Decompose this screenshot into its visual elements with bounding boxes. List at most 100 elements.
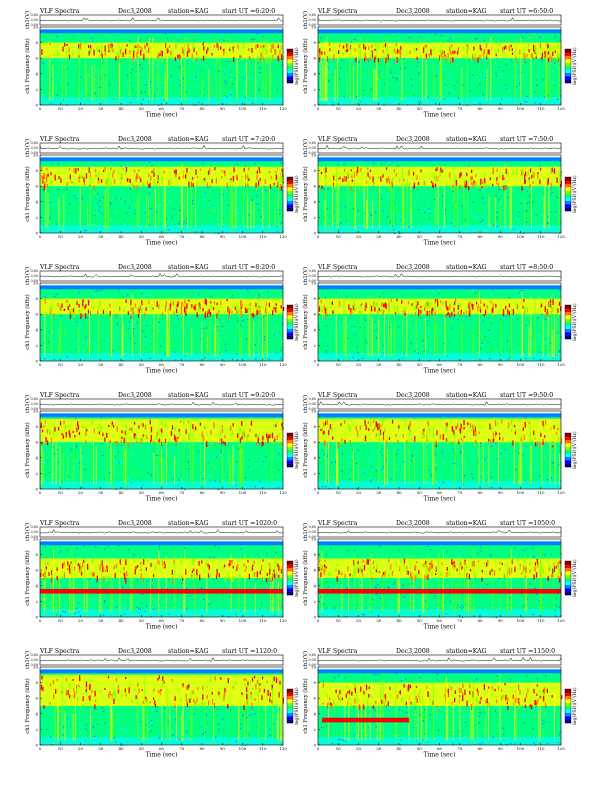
spectrogram-cell	[483, 217, 485, 219]
spectrogram-cell	[97, 467, 99, 469]
spectrogram-cell	[192, 67, 194, 69]
spectrogram-cell	[528, 178, 530, 184]
spectrogram-cell	[321, 308, 323, 312]
spectrogram-cell	[149, 207, 151, 209]
spectrogram-cell	[538, 357, 540, 359]
spectrogram-cell	[389, 318, 391, 320]
spectrogram-cell	[180, 76, 182, 78]
spectrogram-cell	[192, 56, 194, 63]
spectrogram-cell	[532, 201, 534, 203]
spectrogram-cell	[251, 48, 253, 54]
spectrogram-cell	[387, 66, 389, 68]
spectrogram-cell	[415, 48, 418, 51]
spectrogram-cell	[542, 226, 544, 228]
y-tick-label: 4	[313, 327, 316, 332]
spectrogram-cell	[400, 76, 402, 78]
spectrogram-cell	[439, 333, 441, 335]
spectrogram-cell	[192, 43, 194, 49]
sferic-streak	[345, 315, 347, 358]
spectrogram-cell	[175, 174, 177, 178]
spectrogram-cell	[186, 167, 188, 173]
spectrogram-cell	[151, 165, 153, 167]
x-tick-label: 100	[517, 106, 525, 111]
spectrogram-cell	[557, 98, 559, 100]
spectrogram-cell	[560, 221, 562, 223]
spectrogram-cell	[183, 230, 185, 233]
spectrogram-cell	[272, 43, 274, 49]
spectrogram-cell	[547, 95, 549, 97]
spectrogram-cell	[151, 170, 153, 174]
spectrogram-cell	[234, 192, 236, 194]
spectrogram-cell	[40, 71, 42, 73]
spectrogram-cell	[153, 193, 155, 196]
spectrogram-cell	[365, 64, 367, 66]
sferic-streak	[388, 298, 389, 358]
spectrogram-cell	[87, 299, 90, 306]
spectrogram-cell	[208, 205, 211, 207]
spectrogram-cell	[50, 172, 52, 176]
spectrogram-cell	[120, 201, 122, 203]
spectrogram-cell	[129, 207, 131, 209]
spectrogram-cell	[340, 220, 342, 222]
sferic-streak	[87, 200, 88, 230]
spectrogram-cell	[540, 215, 542, 217]
spectrogram-panel-2: VLF Spectra Dec3,2008 station=KAG start UT …	[302, 8, 578, 119]
spectrogram-cell	[149, 192, 151, 194]
sferic-streak	[274, 194, 276, 230]
colorbar-segment	[565, 79, 571, 84]
spectrogram-cell	[266, 57, 268, 63]
spectrogram-cell	[40, 67, 42, 69]
spectrogram-cell	[74, 85, 76, 87]
spectrogram-cell	[163, 165, 165, 167]
spectrogram-cell	[356, 197, 359, 199]
spectrogram-cell	[214, 207, 216, 209]
spectrogram-cell	[211, 207, 213, 209]
spectrogram-cell	[518, 222, 520, 224]
spectrogram-cell	[88, 73, 90, 75]
spectrogram-cell	[333, 54, 335, 61]
spectrogram-cell	[141, 185, 143, 187]
spectrogram-cell	[61, 464, 63, 466]
spectrogram-cell	[387, 64, 389, 66]
spectrogram-cell	[171, 359, 173, 361]
spectrogram-cell	[117, 319, 119, 321]
spectrogram-cell	[428, 218, 430, 220]
spectrogram-cell	[77, 168, 79, 171]
sferic-streak	[552, 329, 554, 358]
spectrogram-cell	[95, 290, 97, 292]
spectrogram-cell	[176, 308, 178, 314]
spectrogram-cell	[442, 200, 444, 202]
spectrogram-cell	[492, 313, 494, 315]
spectrogram-cell	[185, 58, 187, 61]
sferic-streak	[439, 40, 441, 102]
spectrogram-cell	[452, 102, 454, 104]
spectrogram-cell	[419, 322, 422, 324]
spectrogram-cell	[350, 198, 352, 200]
spectrogram-cell	[117, 52, 119, 57]
spectrogram-cell	[46, 167, 48, 171]
spectrogram-cell	[528, 191, 530, 193]
spectrogram-cell	[81, 198, 83, 200]
spectrogram-cell	[219, 215, 221, 217]
spectrogram-cell	[408, 326, 410, 328]
spectrogram-cell	[475, 215, 477, 217]
spectrogram-cell	[515, 57, 517, 63]
spectrogram-cell	[72, 74, 74, 76]
spectrogram-cell	[147, 333, 149, 336]
sferic-streak	[241, 329, 242, 358]
spectrogram-cell	[228, 314, 230, 320]
spectrogram-cell	[109, 39, 112, 41]
spectrogram-cell	[373, 353, 375, 355]
y-tick-label: 0	[313, 231, 316, 236]
spectrogram-cell	[458, 40, 460, 42]
low-frequency-band	[40, 481, 283, 489]
spectrogram-cell	[229, 81, 231, 83]
spectrogram-cell	[59, 306, 61, 311]
spectrogram-cell	[550, 357, 552, 359]
spectrogram-cell	[421, 359, 423, 361]
spectrogram-cell	[534, 209, 537, 211]
y-tick-label: 8	[313, 168, 316, 173]
spectrogram-cell	[409, 50, 411, 54]
panel-title: VLF Spectra	[39, 136, 80, 143]
spectrogram-cell	[118, 462, 120, 464]
